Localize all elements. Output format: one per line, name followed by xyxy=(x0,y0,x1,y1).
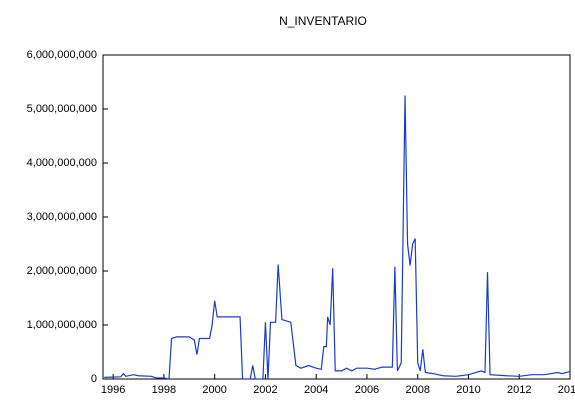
y-tick-label: 6,000,000,000 xyxy=(27,49,97,61)
x-tick-label: 1998 xyxy=(152,384,176,396)
x-tick-label: 2004 xyxy=(304,384,328,396)
y-tick-label: 2,000,000,000 xyxy=(27,265,97,277)
y-tick-label: 3,000,000,000 xyxy=(27,211,97,223)
x-tick-label: 2006 xyxy=(355,384,379,396)
x-tick-label: 2008 xyxy=(405,384,429,396)
x-tick-label: 1996 xyxy=(101,384,125,396)
data-line xyxy=(104,95,571,380)
y-tick-label: 4,000,000,000 xyxy=(27,157,97,169)
plot-frame xyxy=(102,54,571,380)
x-tick-label: 2012 xyxy=(507,384,531,396)
y-tick-label: 1,000,000,000 xyxy=(27,319,97,331)
x-tick-label: 2014 xyxy=(558,384,575,396)
x-tick-label: 2002 xyxy=(253,384,277,396)
y-tick-label: 0 xyxy=(91,373,97,385)
x-tick-label: 2000 xyxy=(202,384,226,396)
chart-title: N_INVENTARIO xyxy=(279,14,367,28)
x-tick-label: 2010 xyxy=(456,384,480,396)
y-tick-label: 5,000,000,000 xyxy=(27,103,97,115)
